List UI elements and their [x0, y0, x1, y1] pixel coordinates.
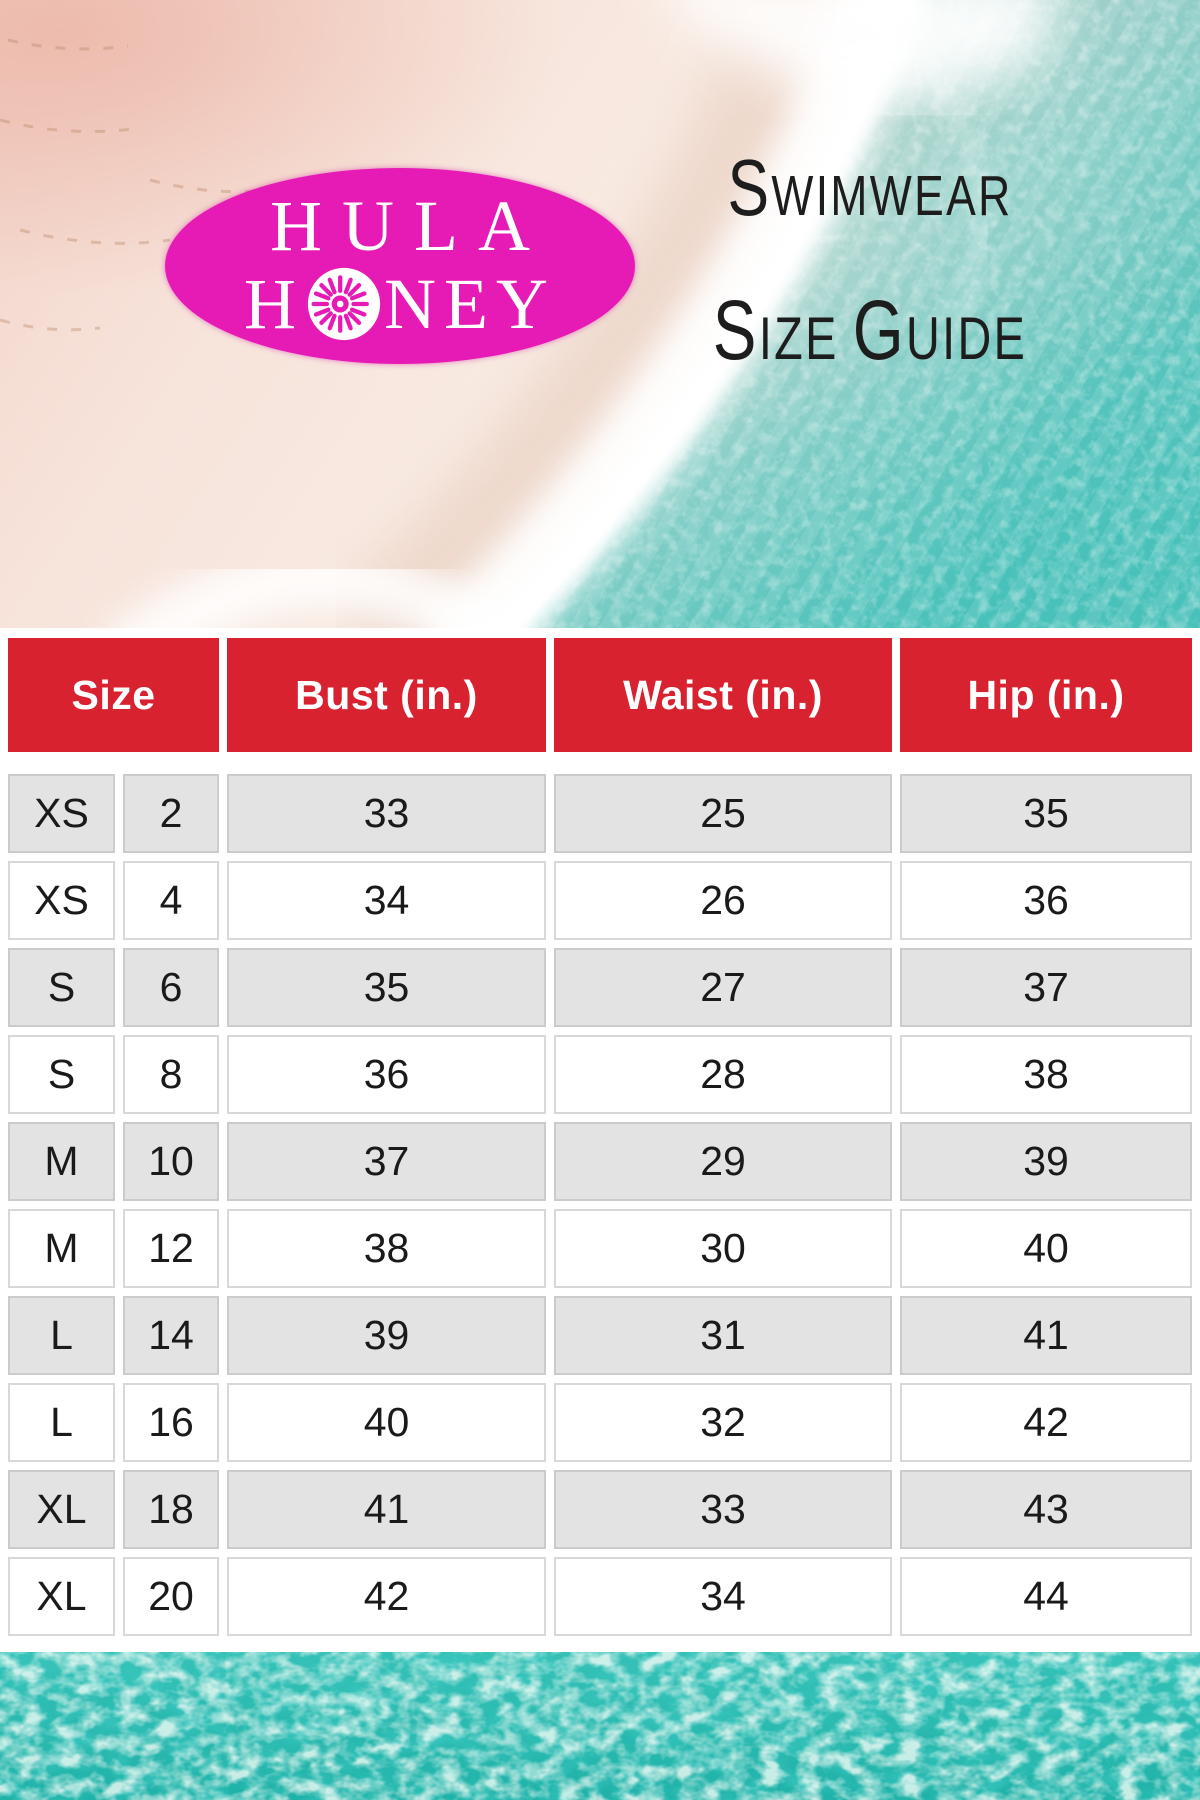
- bust-cell: 33: [227, 774, 546, 853]
- size-number-cell: 20: [123, 1557, 219, 1636]
- table-row: M 12 38 30 40: [8, 1209, 1192, 1288]
- waist-cell: 26: [554, 861, 892, 940]
- logo-text-hula: HULA: [270, 186, 550, 266]
- size-letter-cell: S: [8, 1035, 115, 1114]
- hip-cell: 40: [900, 1209, 1192, 1288]
- bust-cell: 42: [227, 1557, 546, 1636]
- size-number-cell: 2: [123, 774, 219, 853]
- hip-cell: 38: [900, 1035, 1192, 1114]
- size-number-cell: 16: [123, 1383, 219, 1462]
- table-row: XS 4 34 26 36: [8, 861, 1192, 940]
- table-row: XL 20 42 34 44: [8, 1557, 1192, 1636]
- logo-honey-ney: NEY: [384, 264, 556, 344]
- header-hip: Hip (in.): [900, 638, 1192, 752]
- table-row: XL 18 41 33 43: [8, 1470, 1192, 1549]
- bust-cell: 35: [227, 948, 546, 1027]
- water-texture: [0, 1652, 1200, 1800]
- size-number-cell: 12: [123, 1209, 219, 1288]
- waist-cell: 31: [554, 1296, 892, 1375]
- bust-cell: 38: [227, 1209, 546, 1288]
- table-row: M 10 37 29 39: [8, 1122, 1192, 1201]
- size-letter-cell: L: [8, 1296, 115, 1375]
- hip-cell: 42: [900, 1383, 1192, 1462]
- hero-section: HULA H: [0, 0, 1200, 628]
- size-letter-cell: M: [8, 1209, 115, 1288]
- bust-cell: 37: [227, 1122, 546, 1201]
- size-number-cell: 4: [123, 861, 219, 940]
- size-letter-cell: L: [8, 1383, 115, 1462]
- logo-honey-h: H: [244, 264, 304, 344]
- table-row: L 16 40 32 42: [8, 1383, 1192, 1462]
- hip-cell: 35: [900, 774, 1192, 853]
- flower-o-icon: [307, 267, 381, 341]
- size-chart-table: Size Bust (in.) Waist (in.) Hip (in.) XS…: [8, 638, 1192, 1644]
- header-size: Size: [8, 638, 219, 752]
- waist-cell: 29: [554, 1122, 892, 1201]
- table-row: S 8 36 28 38: [8, 1035, 1192, 1114]
- hip-cell: 39: [900, 1122, 1192, 1201]
- waist-cell: 28: [554, 1035, 892, 1114]
- waist-cell: 25: [554, 774, 892, 853]
- size-letter-cell: S: [8, 948, 115, 1027]
- logo-text-honey: H NEY: [244, 266, 556, 342]
- title-guide: Guide: [852, 283, 1028, 377]
- hip-cell: 44: [900, 1557, 1192, 1636]
- bust-cell: 34: [227, 861, 546, 940]
- waist-cell: 32: [554, 1383, 892, 1462]
- water-photo-footer: [0, 1652, 1200, 1800]
- size-letter-cell: XS: [8, 774, 115, 853]
- size-number-cell: 10: [123, 1122, 219, 1201]
- size-number-cell: 14: [123, 1296, 219, 1375]
- hip-cell: 43: [900, 1470, 1192, 1549]
- size-letter-cell: XL: [8, 1470, 115, 1549]
- hip-cell: 41: [900, 1296, 1192, 1375]
- waist-cell: 27: [554, 948, 892, 1027]
- waist-cell: 30: [554, 1209, 892, 1288]
- table-header-row: Size Bust (in.) Waist (in.) Hip (in.): [8, 638, 1192, 752]
- table-row: XS 2 33 25 35: [8, 774, 1192, 853]
- waist-cell: 33: [554, 1470, 892, 1549]
- hip-cell: 37: [900, 948, 1192, 1027]
- bust-cell: 36: [227, 1035, 546, 1114]
- header-bust: Bust (in.): [227, 638, 546, 752]
- title-swimwear: Swimwear: [727, 143, 1013, 232]
- page-title: Swimwear Size Guide: [660, 148, 1080, 372]
- size-letter-cell: XL: [8, 1557, 115, 1636]
- bust-cell: 41: [227, 1470, 546, 1549]
- bust-cell: 39: [227, 1296, 546, 1375]
- bust-cell: 40: [227, 1383, 546, 1462]
- hula-honey-logo: HULA H: [165, 168, 635, 364]
- table-row: S 6 35 27 37: [8, 948, 1192, 1027]
- size-number-cell: 18: [123, 1470, 219, 1549]
- size-letter-cell: XS: [8, 861, 115, 940]
- waist-cell: 34: [554, 1557, 892, 1636]
- size-number-cell: 6: [123, 948, 219, 1027]
- table-row: L 14 39 31 41: [8, 1296, 1192, 1375]
- title-size: Size: [712, 283, 839, 377]
- size-number-cell: 8: [123, 1035, 219, 1114]
- hip-cell: 36: [900, 861, 1192, 940]
- header-waist: Waist (in.): [554, 638, 892, 752]
- size-letter-cell: M: [8, 1122, 115, 1201]
